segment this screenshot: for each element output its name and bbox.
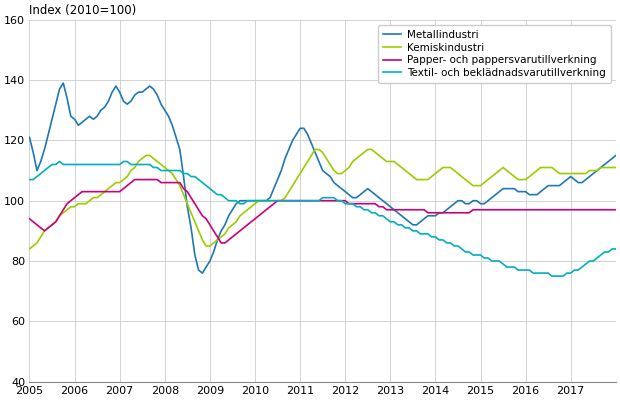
Textil- och beklädnadsvarutillverkning [26,177,33,182]
Text: Index (2010=100): Index (2010=100) [30,4,136,17]
Papper- och pappersvarutillverkning [466,210,473,215]
Metallindustri [225,213,232,218]
Metallindustri [195,268,202,272]
Papper- och pappersvarutillverkning [270,201,278,206]
Textil- och beklädnadsvarutillverkning [548,274,556,278]
Metallindustri [466,201,473,206]
Kemiskindustri [529,171,537,176]
Textil- och beklädnadsvarutillverkning [462,250,469,254]
Metallindustri [26,135,33,140]
Kemiskindustri [311,147,319,152]
Textil- och beklädnadsvarutillverkning [409,228,417,233]
Papper- och pappersvarutillverkning [131,177,138,182]
Papper- och pappersvarutillverkning [218,240,225,245]
Legend: Metallindustri, Kemiskindustri, Papper- och pappersvarutillverkning, Textil- och: Metallindustri, Kemiskindustri, Papper- … [378,25,611,83]
Kemiskindustri [218,234,225,239]
Kemiskindustri [26,246,33,251]
Papper- och pappersvarutillverkning [413,207,420,212]
Line: Metallindustri: Metallindustri [30,83,620,273]
Metallindustri [198,271,206,276]
Papper- och pappersvarutillverkning [26,216,33,221]
Metallindustri [270,186,278,191]
Textil- och beklädnadsvarutillverkning [195,177,202,182]
Textil- och beklädnadsvarutillverkning [529,271,537,276]
Metallindustri [533,192,541,197]
Papper- och pappersvarutillverkning [225,238,232,242]
Papper- och pappersvarutillverkning [195,207,202,212]
Kemiskindustri [409,174,417,179]
Textil- och beklädnadsvarutillverkning [267,198,274,203]
Metallindustri [60,81,67,86]
Textil- och beklädnadsvarutillverkning [221,195,229,200]
Kemiskindustri [262,198,270,203]
Papper- och pappersvarutillverkning [533,207,541,212]
Textil- och beklädnadsvarutillverkning [56,159,63,164]
Line: Papper- och pappersvarutillverkning: Papper- och pappersvarutillverkning [30,180,620,243]
Line: Textil- och beklädnadsvarutillverkning: Textil- och beklädnadsvarutillverkning [30,162,620,276]
Line: Kemiskindustri: Kemiskindustri [30,150,620,249]
Kemiskindustri [462,177,469,182]
Metallindustri [413,222,420,227]
Kemiskindustri [191,220,198,224]
